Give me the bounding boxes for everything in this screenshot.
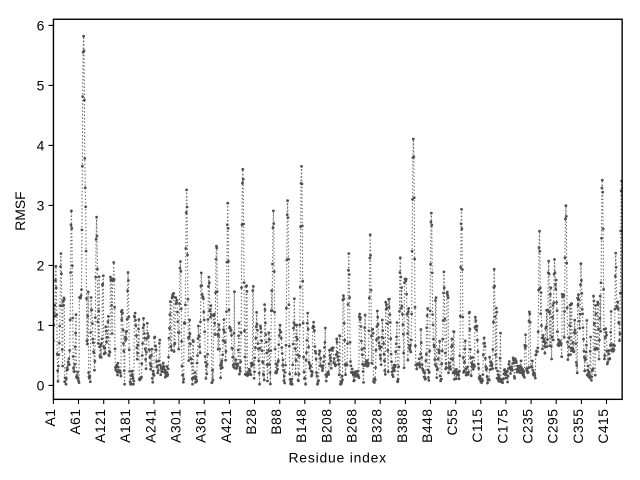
svg-text:A121: A121 <box>92 409 108 443</box>
svg-text:A181: A181 <box>117 409 133 443</box>
svg-text:B148: B148 <box>293 409 309 443</box>
svg-text:0: 0 <box>37 377 45 393</box>
svg-text:C415: C415 <box>595 409 611 444</box>
svg-text:A61: A61 <box>67 409 83 435</box>
svg-text:2: 2 <box>37 257 45 273</box>
svg-text:C295: C295 <box>545 409 561 444</box>
svg-text:4: 4 <box>37 137 45 153</box>
svg-text:C115: C115 <box>469 409 485 443</box>
svg-text:5: 5 <box>37 77 45 93</box>
svg-text:3: 3 <box>37 197 45 213</box>
svg-text:6: 6 <box>37 17 45 33</box>
svg-text:A301: A301 <box>168 409 184 443</box>
svg-text:C235: C235 <box>520 409 536 444</box>
svg-text:A241: A241 <box>142 409 158 443</box>
svg-text:B388: B388 <box>394 409 410 443</box>
svg-text:B448: B448 <box>419 409 435 443</box>
svg-text:C175: C175 <box>494 409 510 444</box>
svg-text:A1: A1 <box>42 409 58 427</box>
svg-text:B28: B28 <box>243 409 259 435</box>
svg-text:RMSF: RMSF <box>12 191 28 230</box>
svg-text:C55: C55 <box>444 409 460 436</box>
svg-text:B328: B328 <box>369 409 385 443</box>
svg-text:A421: A421 <box>218 409 234 443</box>
svg-text:Residue index: Residue index <box>288 450 386 466</box>
svg-text:A361: A361 <box>193 409 209 443</box>
svg-text:B268: B268 <box>344 409 360 443</box>
svg-text:C355: C355 <box>570 409 586 444</box>
svg-text:B88: B88 <box>268 409 284 435</box>
svg-text:B208: B208 <box>318 409 334 443</box>
svg-text:1: 1 <box>37 317 45 333</box>
